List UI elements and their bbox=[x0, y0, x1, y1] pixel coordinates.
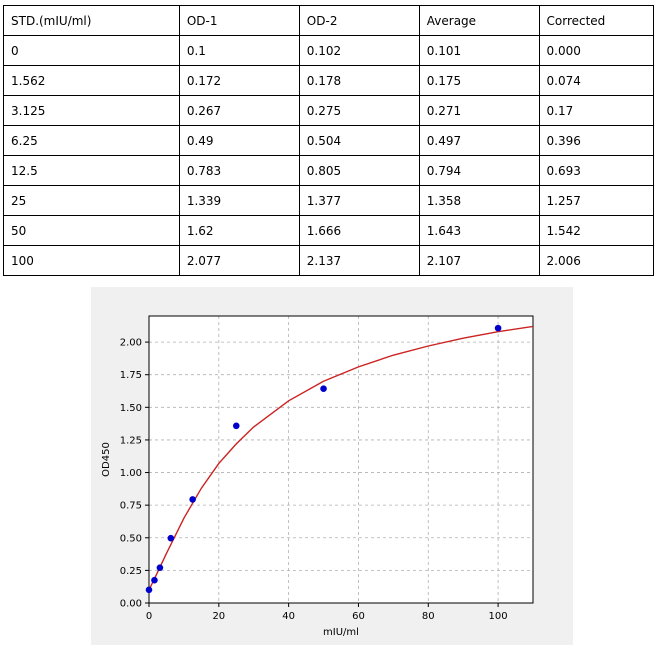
table-header-row: STD.(mIU/ml) OD-1 OD-2 Average Corrected bbox=[3, 5, 654, 36]
y-tick-label: 0.50 bbox=[120, 533, 142, 544]
data-point bbox=[151, 576, 158, 584]
y-tick-label: 1.25 bbox=[120, 435, 142, 446]
table-cell: 0.102 bbox=[298, 35, 420, 66]
table-row: 1.562 0.172 0.178 0.175 0.074 bbox=[3, 65, 654, 96]
chart-svg: 0 20 40 60 80 100 0.00 0.25 0.50 0.75 1.00 1.25 1.50… bbox=[101, 315, 534, 638]
table-cell: 6.25 bbox=[3, 125, 180, 156]
header-corrected: Corrected bbox=[538, 5, 654, 36]
table-row: 3.125 0.267 0.275 0.271 0.17 bbox=[3, 95, 654, 126]
y-tick-label: 1.75 bbox=[120, 370, 142, 381]
table-cell: 1.62 bbox=[178, 215, 300, 246]
table-cell: 0.504 bbox=[298, 125, 420, 156]
header-std: STD.(mIU/ml) bbox=[3, 5, 180, 36]
x-tick-label: 60 bbox=[352, 611, 365, 622]
table-cell: 0.805 bbox=[298, 155, 420, 186]
table-cell: 0.178 bbox=[298, 65, 420, 96]
table-row: 0 0.1 0.102 0.101 0.000 bbox=[3, 35, 654, 66]
data-point bbox=[320, 385, 327, 392]
x-tick-label: 80 bbox=[422, 611, 435, 622]
y-tick-label: 1.50 bbox=[120, 403, 142, 414]
table-cell: 3.125 bbox=[3, 95, 180, 126]
plot-area bbox=[149, 316, 533, 603]
data-point bbox=[145, 586, 153, 594]
data-point bbox=[156, 564, 164, 571]
standards-table: STD.(mIU/ml) OD-1 OD-2 Average Corrected… bbox=[3, 5, 654, 276]
table-cell: 0.101 bbox=[418, 35, 540, 66]
y-tick-label: 2.00 bbox=[120, 338, 142, 349]
y-axis-label: OD450 bbox=[101, 442, 112, 477]
table-row: 12.5 0.783 0.805 0.794 0.693 bbox=[3, 155, 654, 186]
table-cell: 1.666 bbox=[298, 215, 420, 246]
table-row: 6.25 0.49 0.504 0.497 0.396 bbox=[3, 125, 654, 156]
table-cell: 0.497 bbox=[418, 125, 540, 156]
x-tick-label: 0 bbox=[146, 611, 152, 622]
fitted-curve-line bbox=[149, 325, 533, 591]
table-cell: 0 bbox=[3, 35, 180, 66]
table-cell: 50 bbox=[3, 215, 180, 246]
table-cell: 25 bbox=[3, 185, 180, 216]
x-axis-label: mIU/ml bbox=[323, 627, 359, 638]
table-cell: 100 bbox=[3, 245, 180, 276]
standard-curve-chart: 0 20 40 60 80 100 0.00 0.25 0.50 0.75 1.00 1.25 1.50… bbox=[91, 287, 573, 645]
header-od1: OD-1 bbox=[178, 5, 300, 36]
table-cell: 2.006 bbox=[538, 245, 654, 276]
header-average: Average bbox=[418, 5, 540, 36]
table-cell: 0.17 bbox=[538, 95, 654, 126]
y-tick-label: 0.00 bbox=[120, 599, 142, 610]
data-point bbox=[167, 534, 175, 542]
table-cell: 1.339 bbox=[178, 185, 300, 216]
y-tick-label: 0.75 bbox=[120, 501, 142, 512]
table-cell: 0.074 bbox=[538, 65, 654, 96]
data-point bbox=[494, 324, 502, 332]
table-cell: 0.783 bbox=[178, 155, 300, 186]
table-row: 25 1.339 1.377 1.358 1.257 bbox=[3, 185, 654, 216]
table-cell: 0.275 bbox=[298, 95, 420, 126]
table-cell: 12.5 bbox=[3, 155, 180, 186]
x-tick-label: 40 bbox=[282, 611, 295, 622]
table-cell: 0.693 bbox=[538, 155, 654, 186]
table-cell: 1.542 bbox=[538, 215, 654, 246]
table-cell: 1.377 bbox=[298, 185, 420, 216]
x-tick-label: 100 bbox=[489, 611, 508, 622]
table-row: 50 1.62 1.666 1.643 1.542 bbox=[3, 215, 654, 246]
table-cell: 2.137 bbox=[298, 245, 420, 276]
data-point bbox=[189, 496, 196, 503]
table-cell: 0.794 bbox=[418, 155, 540, 186]
table-cell: 0.000 bbox=[538, 35, 654, 66]
table-cell: 0.1 bbox=[178, 35, 300, 66]
table-cell: 1.257 bbox=[538, 185, 654, 216]
table-cell: 1.358 bbox=[418, 185, 540, 216]
header-od2: OD-2 bbox=[298, 5, 420, 36]
table-cell: 0.396 bbox=[538, 125, 654, 156]
table-cell: 0.267 bbox=[178, 95, 300, 126]
table-cell: 0.271 bbox=[418, 95, 540, 126]
y-tick-label: 1.00 bbox=[120, 468, 142, 479]
table-cell: 1.562 bbox=[3, 65, 180, 96]
table-cell: 1.643 bbox=[418, 215, 540, 246]
table-cell: 0.175 bbox=[418, 65, 540, 96]
table-cell: 2.077 bbox=[178, 245, 300, 276]
table-row: 100 2.077 2.137 2.107 2.006 bbox=[3, 245, 654, 276]
data-point bbox=[232, 422, 240, 430]
y-tick-label: 0.25 bbox=[120, 566, 142, 577]
x-tick-label: 20 bbox=[212, 611, 225, 622]
axes-frame bbox=[148, 315, 534, 604]
table-cell: 2.107 bbox=[418, 245, 540, 276]
table-cell: 0.172 bbox=[178, 65, 300, 96]
table-cell: 0.49 bbox=[178, 125, 300, 156]
